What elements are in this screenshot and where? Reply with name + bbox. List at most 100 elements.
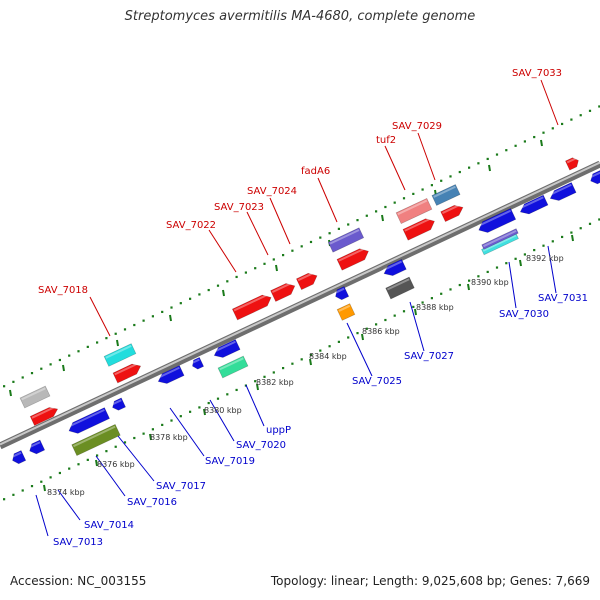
gene-rev-dark-shine: [387, 278, 410, 291]
guide-dot: [337, 340, 340, 343]
gene-fwd-shine: [114, 362, 139, 376]
gene-fwd-domain: [431, 184, 461, 206]
gene-rev: [519, 194, 549, 215]
label-sav-7031[interactable]: SAV_7031: [538, 293, 588, 304]
label-sav-7030[interactable]: SAV_7030: [499, 309, 549, 320]
gene-fwd-body: [336, 248, 369, 271]
guide-dot: [300, 245, 303, 248]
gene-fwd-body: [402, 218, 435, 241]
tick-mark: [43, 484, 46, 492]
gene-rev-green: [217, 355, 249, 379]
guide-dot: [40, 480, 43, 483]
gene-rev: [191, 356, 205, 370]
gene-fwd: [295, 271, 318, 291]
label-sav-7025[interactable]: SAV_7025: [352, 376, 402, 387]
guide-dot: [77, 350, 80, 353]
guide-dot: [384, 205, 387, 209]
gene-rev: [213, 339, 241, 358]
guide-dot: [226, 280, 229, 283]
guide-dot: [77, 463, 80, 466]
leader-line: [95, 455, 126, 497]
gene-rev-shine: [28, 441, 41, 449]
label-sav-7022[interactable]: SAV_7022: [166, 220, 216, 231]
gene-fwd: [565, 157, 579, 171]
tick-mark: [169, 314, 172, 322]
reverse-strand-guide: [3, 218, 600, 501]
label-sav-7023[interactable]: SAV_7023: [214, 202, 264, 213]
label-tuf2[interactable]: tuf2: [376, 135, 396, 146]
label-sav-7014[interactable]: SAV_7014: [84, 520, 134, 531]
leader-line: [169, 407, 205, 457]
guide-dot: [21, 376, 24, 379]
leader-line: [89, 296, 111, 337]
guide-dot: [300, 358, 303, 361]
label-sav-7027[interactable]: SAV_7027: [404, 351, 454, 362]
guide-dot: [579, 227, 582, 230]
label-sav-7024[interactable]: SAV_7024: [247, 186, 297, 197]
gene-rev-shine: [589, 171, 600, 179]
guide-dot: [533, 135, 536, 139]
tick-mark: [275, 264, 278, 272]
label-sav-7020[interactable]: SAV_7020: [236, 440, 286, 451]
guide-dot: [375, 323, 378, 326]
label-sav-7019[interactable]: SAV_7019: [205, 456, 255, 467]
map-title: Streptomyces avermitilis MA-4680, comple…: [124, 9, 476, 24]
guide-dot: [477, 162, 480, 165]
label-fada6[interactable]: fadA6: [301, 166, 330, 177]
gene-rev-body: [29, 439, 46, 455]
guide-dot: [468, 279, 471, 282]
label-uppp[interactable]: uppP: [266, 425, 291, 436]
guide-dot: [393, 201, 396, 204]
gene-rev-shine: [519, 196, 544, 210]
guide-dot: [123, 328, 127, 331]
tick-mark: [203, 408, 206, 416]
guide-dot: [495, 266, 499, 269]
guide-dot: [495, 153, 499, 156]
tick-label: 8390 kbp: [471, 278, 509, 287]
gene-fwd-domain-body: [431, 184, 461, 206]
label-sav-7018[interactable]: SAV_7018: [38, 285, 88, 296]
guide-dot: [579, 114, 582, 117]
gene-rev-stripe: [481, 228, 519, 250]
guide-dot: [105, 337, 108, 340]
gene-fwd-domain-shine: [329, 229, 360, 245]
tick-mark: [222, 289, 225, 297]
guide-dot: [561, 235, 564, 239]
guide-dot: [477, 275, 480, 278]
gene-rev-body: [478, 208, 517, 233]
leader-line: [246, 211, 269, 256]
tick-mark: [488, 164, 491, 172]
guide-dot: [570, 118, 573, 121]
guide-dot: [68, 354, 71, 357]
guide-dot: [430, 184, 433, 187]
gene-fwd-shine: [404, 217, 433, 232]
guide-dot: [198, 406, 201, 409]
gene-rev-body: [383, 258, 407, 276]
gene-rev-shine: [191, 358, 200, 364]
guide-dot: [449, 175, 452, 178]
guide-dot: [96, 341, 99, 344]
guide-dot: [458, 283, 461, 287]
label-leader-lines: [35, 79, 559, 537]
tick-label: 8382 kbp: [256, 378, 294, 387]
leader-line: [417, 132, 436, 181]
guide-dot: [49, 476, 52, 479]
gene-fwd-shine: [31, 405, 56, 419]
gene-fwd-body: [270, 283, 296, 302]
tick-label: 8380 kbp: [204, 406, 242, 415]
guide-dot: [151, 428, 154, 431]
gene-fwd: [336, 247, 369, 271]
guide-dot: [598, 105, 600, 108]
coordinate-ticks: 8374 kbp 8376 kbp 8378 kbp 8380 kbp 8382…: [47, 254, 564, 497]
gene-rev: [111, 397, 126, 411]
guide-dot: [570, 231, 573, 234]
label-sav-7016[interactable]: SAV_7016: [127, 497, 177, 508]
label-sav-7013[interactable]: SAV_7013: [53, 537, 103, 548]
guide-dot: [142, 432, 145, 435]
guide-dot: [486, 270, 489, 274]
guide-dot: [551, 127, 554, 130]
label-sav-7033[interactable]: SAV_7033: [512, 68, 562, 79]
label-sav-7029[interactable]: SAV_7029: [392, 121, 442, 132]
label-sav-7017[interactable]: SAV_7017: [156, 481, 206, 492]
gene-fwd-domain-body: [327, 227, 365, 253]
